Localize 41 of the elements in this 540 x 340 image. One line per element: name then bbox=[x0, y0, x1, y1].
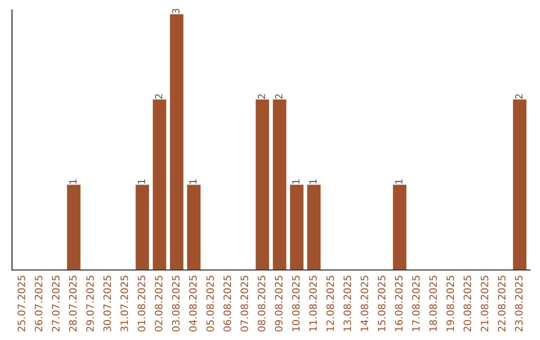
x-tick-label: 27.07.2025 bbox=[52, 276, 60, 332]
x-tick-label: 30.07.2025 bbox=[103, 276, 111, 332]
data-label: 2 bbox=[275, 94, 282, 99]
x-tick-label: 20.08.2025 bbox=[464, 276, 472, 332]
data-label: 1 bbox=[189, 179, 196, 184]
x-tick-label: 23.08.2025 bbox=[515, 276, 523, 332]
x-tick-label: 01.08.2025 bbox=[138, 276, 146, 332]
x-tick-label: 16.08.2025 bbox=[394, 276, 403, 332]
x-tick-label: 04.08.2025 bbox=[189, 276, 197, 332]
x-tick-label: 14.08.2025 bbox=[360, 276, 368, 332]
x-tick-label: 15.08.2025 bbox=[378, 276, 386, 332]
x-tick-label: 18.08.2025 bbox=[429, 276, 437, 332]
data-label: 2 bbox=[515, 94, 522, 99]
x-tick-label: 05.08.2025 bbox=[206, 276, 214, 332]
data-label: 1 bbox=[309, 179, 317, 184]
x-tick-label: 06.08.2025 bbox=[223, 276, 232, 332]
x-tick-label: 13.08.2025 bbox=[344, 276, 352, 332]
x-tick-label: 17.08.2025 bbox=[412, 276, 420, 332]
x-tick-label: 26.07.2025 bbox=[34, 276, 42, 332]
data-label: 2 bbox=[258, 94, 266, 99]
data-label: 3 bbox=[172, 8, 180, 14]
x-tick-label: 03.08.2025 bbox=[172, 276, 180, 332]
data-label: 1 bbox=[395, 179, 402, 184]
x-tick-label: 08.08.2025 bbox=[258, 276, 266, 332]
x-tick-label: 28.07.2025 bbox=[69, 276, 77, 332]
data-label: 1 bbox=[69, 179, 76, 184]
data-label: 1 bbox=[292, 179, 300, 184]
x-tick-label: 22.08.2025 bbox=[498, 276, 506, 332]
x-tick-label: 12.08.2025 bbox=[326, 276, 334, 332]
x-tick-label: 11.08.2025 bbox=[309, 276, 317, 332]
x-tick-label: 19.08.2025 bbox=[446, 276, 454, 332]
x-tick-label: 31.07.2025 bbox=[120, 276, 128, 332]
x-tick-label: 02.08.2025 bbox=[154, 276, 162, 332]
x-tick-label: 09.08.2025 bbox=[274, 276, 282, 332]
data-label: 1 bbox=[138, 179, 146, 184]
data-label: 2 bbox=[154, 94, 162, 99]
x-tick-label: 25.07.2025 bbox=[18, 276, 26, 332]
x-tick-label: 29.07.2025 bbox=[86, 276, 94, 332]
x-tick-label: 10.08.2025 bbox=[292, 276, 300, 332]
x-tick-label: 07.08.2025 bbox=[240, 276, 248, 332]
x-tick-label: 21.08.2025 bbox=[480, 276, 488, 332]
